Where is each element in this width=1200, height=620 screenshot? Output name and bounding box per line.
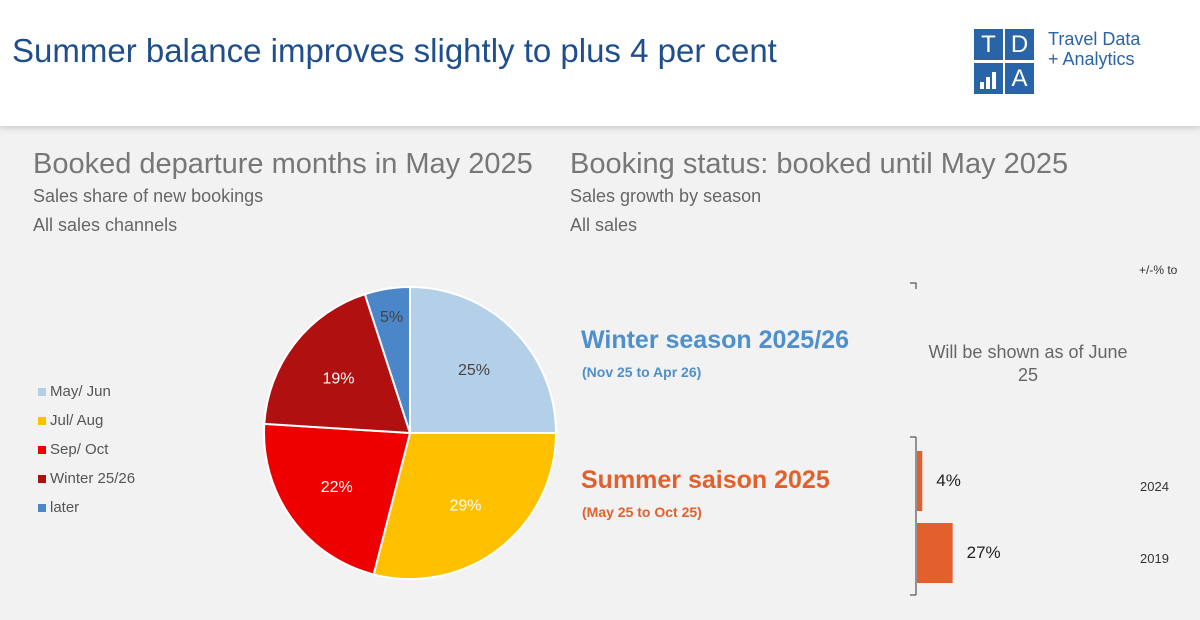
bar-category-label: 2019: [1140, 551, 1169, 566]
pie-value-label: 19%: [322, 371, 354, 388]
legend-label: later: [50, 499, 80, 516]
pie-slice: [263, 292, 412, 435]
bar-value-label: 27%: [967, 543, 1001, 562]
pie-slice: [372, 432, 558, 580]
logo-cell-a: A: [1005, 63, 1034, 94]
legend-item: Winter 25/26: [38, 464, 135, 493]
legend-swatch: [38, 503, 46, 512]
growth-bar-chart: 4% 2024 27% 2019: [910, 282, 1169, 596]
bar-chart-icon: [980, 72, 996, 89]
legend-item: later: [38, 493, 135, 522]
legend-label: May/ Jun: [50, 383, 111, 400]
legend-label: Winter 25/26: [50, 470, 136, 487]
winter-pending-note: Will be shown as of June 25: [928, 342, 1128, 385]
header: Summer balance improves slightly to plus…: [0, 0, 1200, 126]
legend-label: Sep/ Oct: [50, 441, 109, 458]
legend-swatch: [38, 474, 46, 483]
slide-title: Summer balance improves slightly to plus…: [12, 32, 777, 69]
tda-logo: T D A Travel Data + Analytics: [974, 29, 1174, 99]
logo-line-1: Travel Data: [1048, 29, 1141, 49]
legend-swatch: [38, 387, 46, 396]
pie-value-label: 5%: [380, 309, 403, 326]
summer-season-title: Summer saison 2025: [581, 466, 830, 494]
legend-label: Jul/ Aug: [50, 412, 104, 429]
winter-season-range: (Nov 25 to Apr 26): [582, 364, 702, 380]
logo-cell-bars-icon: [974, 63, 1003, 94]
right-panel-scope: All sales: [570, 215, 638, 235]
logo-text: Travel Data + Analytics: [1048, 29, 1140, 69]
winter-season-title: Winter season 2025/26: [581, 326, 849, 354]
legend-swatch: [38, 416, 46, 425]
legend-item: Jul/ Aug: [38, 406, 135, 435]
growth-bar: [917, 451, 923, 511]
legend-swatch: [38, 445, 46, 454]
axis-note: +/-% to: [1139, 263, 1178, 277]
pie-legend: May/ Jun Jul/ Aug Sep/ Oct Winter 25/26 late…: [38, 377, 135, 522]
right-panel-title: Booking status: booked until May 2025: [570, 148, 1069, 180]
pie-slice: [363, 285, 411, 434]
left-panel-subtitle: Sales share of new bookings: [33, 186, 264, 206]
bar-category-label: 2024: [1140, 479, 1169, 494]
legend-item: May/ Jun: [38, 377, 135, 406]
legend-item: Sep/ Oct: [38, 435, 135, 464]
winter-axis-mark: [910, 282, 917, 289]
growth-bar: [917, 523, 953, 583]
right-panel-subtitle: Sales growth by season: [570, 186, 762, 206]
summer-season-range: (May 25 to Oct 25): [582, 504, 702, 520]
logo-cell-d: D: [1005, 29, 1034, 60]
left-panel-scope: All sales channels: [33, 215, 178, 235]
pie-value-label: 29%: [449, 498, 481, 515]
pie-chart: 25% 29% 22% 19% 5%: [263, 285, 558, 580]
pie-slice: [263, 422, 412, 576]
pie-value-label: 22%: [321, 479, 353, 496]
logo-line-2: + Analytics: [1048, 49, 1135, 69]
pie-slice: [409, 285, 558, 434]
bar-value-label: 4%: [936, 471, 961, 490]
pie-value-label: 25%: [458, 362, 490, 379]
logo-cell-t: T: [974, 29, 1003, 60]
left-panel-title: Booked departure months in May 2025: [33, 148, 533, 180]
